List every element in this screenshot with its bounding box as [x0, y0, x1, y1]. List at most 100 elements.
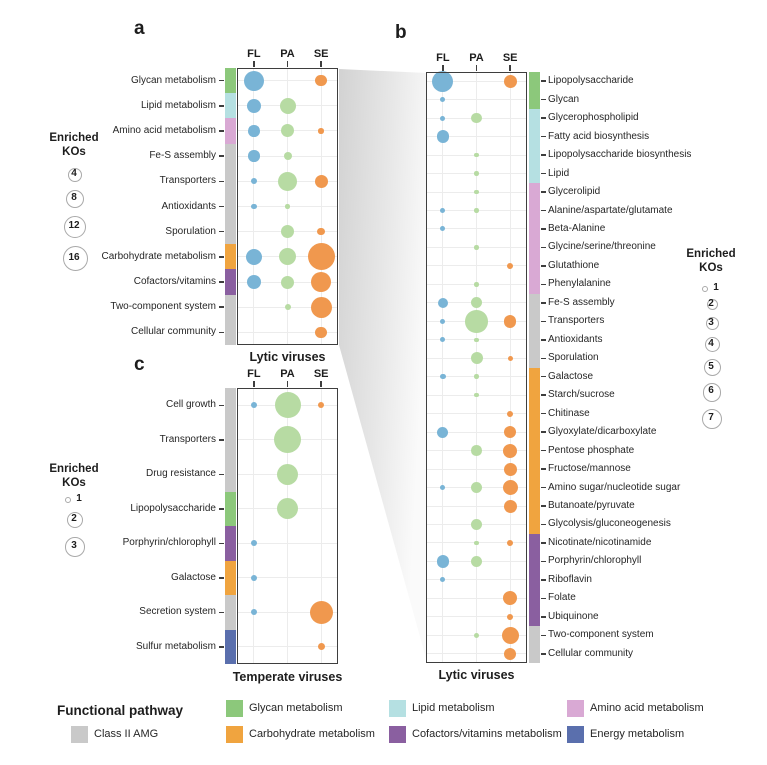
pathway-category-bar-lipid	[528, 164, 540, 184]
legend-color-label: Cofactors/vitamins metabolism	[412, 728, 562, 740]
enrichment-bubble	[436, 555, 450, 568]
tick-mark	[218, 180, 224, 183]
pathway-category-bar-class2	[224, 168, 236, 195]
enrichment-bubble	[245, 248, 262, 265]
enrichment-bubble	[501, 626, 519, 644]
plot-area-b	[426, 70, 527, 663]
legend-size-value: 2	[708, 297, 714, 309]
pathway-category-bar-cofactor	[528, 607, 540, 627]
row-label: Glutathione	[548, 259, 600, 271]
pathway-category-bar-carb	[528, 441, 540, 461]
row-label: Secretion system	[139, 606, 216, 618]
pathway-category-bar-class2	[528, 349, 540, 368]
enrichment-bubble	[474, 374, 479, 379]
enrichment-bubble	[440, 97, 446, 103]
pathway-category-bar-cofactor	[528, 552, 540, 572]
enrichment-bubble	[279, 97, 296, 114]
gridline	[253, 388, 255, 664]
row-label: Sporulation	[548, 352, 599, 364]
row-label: Lipid	[548, 167, 570, 179]
enrichment-bubble	[246, 98, 261, 113]
tick-mark	[218, 404, 224, 406]
panel-a-axis-title: Lytic viruses	[249, 350, 326, 364]
enrichment-bubble	[246, 275, 261, 290]
panel-b-axis-title: Lytic viruses	[438, 668, 515, 682]
panel-c-letter: c	[134, 354, 145, 375]
enrichment-bubble	[432, 70, 454, 92]
tick-mark	[218, 130, 224, 132]
gridline	[320, 68, 322, 345]
tick-mark	[540, 191, 546, 193]
legend-color-swatch-energy	[567, 726, 584, 743]
pathway-category-bar-class2	[528, 312, 540, 331]
row-label: Glyoxylate/dicarboxylate	[548, 426, 657, 438]
tick-mark	[320, 381, 322, 387]
tick-mark	[218, 256, 224, 258]
tick-mark	[218, 331, 224, 334]
enrichment-bubble	[437, 297, 449, 309]
enrichment-bubble	[474, 392, 479, 398]
legend-size-circle	[68, 168, 82, 182]
row-label: Sulfur metabolism	[135, 640, 216, 652]
legend-color-swatch-lipid	[389, 700, 406, 717]
tick-mark	[320, 61, 322, 67]
pathway-category-bar-lipid	[528, 127, 540, 147]
tick-mark	[218, 508, 224, 510]
pathway-category-bar-cofactor	[224, 526, 236, 561]
tick-mark	[540, 228, 546, 230]
enrichment-bubble	[471, 518, 482, 530]
row-label: Cellular community	[548, 647, 634, 659]
row-label: Folate	[548, 592, 576, 604]
tick-mark	[540, 431, 546, 433]
row-label: Galactose	[170, 571, 216, 583]
row-label: Chitinase	[548, 407, 590, 419]
row-label: Amino acid metabolism	[112, 124, 216, 136]
enrichment-bubble	[315, 74, 327, 87]
legend-color-swatch-glycan	[226, 700, 243, 717]
enrichment-bubble	[281, 225, 294, 239]
pathway-category-bar-glycan	[528, 90, 540, 110]
panel-a-size-legend-title: Enriched KOs	[34, 131, 114, 159]
tick-mark	[540, 283, 546, 286]
legend-color-label: Lipid metabolism	[412, 702, 495, 714]
pathway-category-bar-carb	[528, 404, 540, 424]
enrichment-bubble	[502, 480, 518, 496]
enrichment-bubble	[250, 540, 257, 547]
row-label: Antioxidants	[161, 200, 216, 212]
enrichment-bubble	[285, 204, 290, 209]
enrichment-bubble	[507, 262, 514, 269]
legend-size-value: 3	[708, 316, 714, 328]
enrichment-bubble	[250, 574, 257, 581]
legend-size-value: 4	[71, 168, 77, 179]
row-label: Lipid metabolism	[140, 99, 216, 111]
functional-pathway-legend-title: Functional pathway	[57, 703, 184, 718]
legend-size-circle	[702, 286, 708, 292]
plot-area-c	[237, 388, 338, 664]
enrichment-bubble	[440, 226, 446, 232]
column-header-se: SE	[313, 48, 329, 60]
gridline	[320, 388, 322, 664]
tick-mark	[540, 486, 546, 489]
enrichment-bubble	[281, 124, 294, 138]
row-label: Transporters	[159, 175, 216, 187]
row-label: Lipopolysaccharide	[130, 502, 216, 514]
legend-size-value: 16	[68, 251, 80, 263]
pathway-category-bar-carb	[528, 385, 540, 405]
enrichment-bubble	[471, 297, 482, 309]
column-header-pa: PA	[280, 368, 295, 380]
enrichment-bubble	[503, 462, 517, 476]
enrichment-bubble	[278, 171, 297, 191]
gridline	[442, 72, 444, 663]
legend-title-line: Enriched	[686, 248, 736, 260]
legend-size-circle	[64, 216, 86, 238]
row-label: Transporters	[548, 315, 605, 327]
legend-size-circle	[67, 512, 83, 528]
tick-mark	[540, 98, 546, 101]
enrichment-bubble	[474, 632, 479, 638]
row-label: Drug resistance	[145, 468, 216, 480]
enrichment-bubble	[503, 591, 518, 606]
pathway-category-bar-class2	[224, 294, 236, 321]
row-label: Fatty acid biosynthesis	[548, 130, 650, 142]
